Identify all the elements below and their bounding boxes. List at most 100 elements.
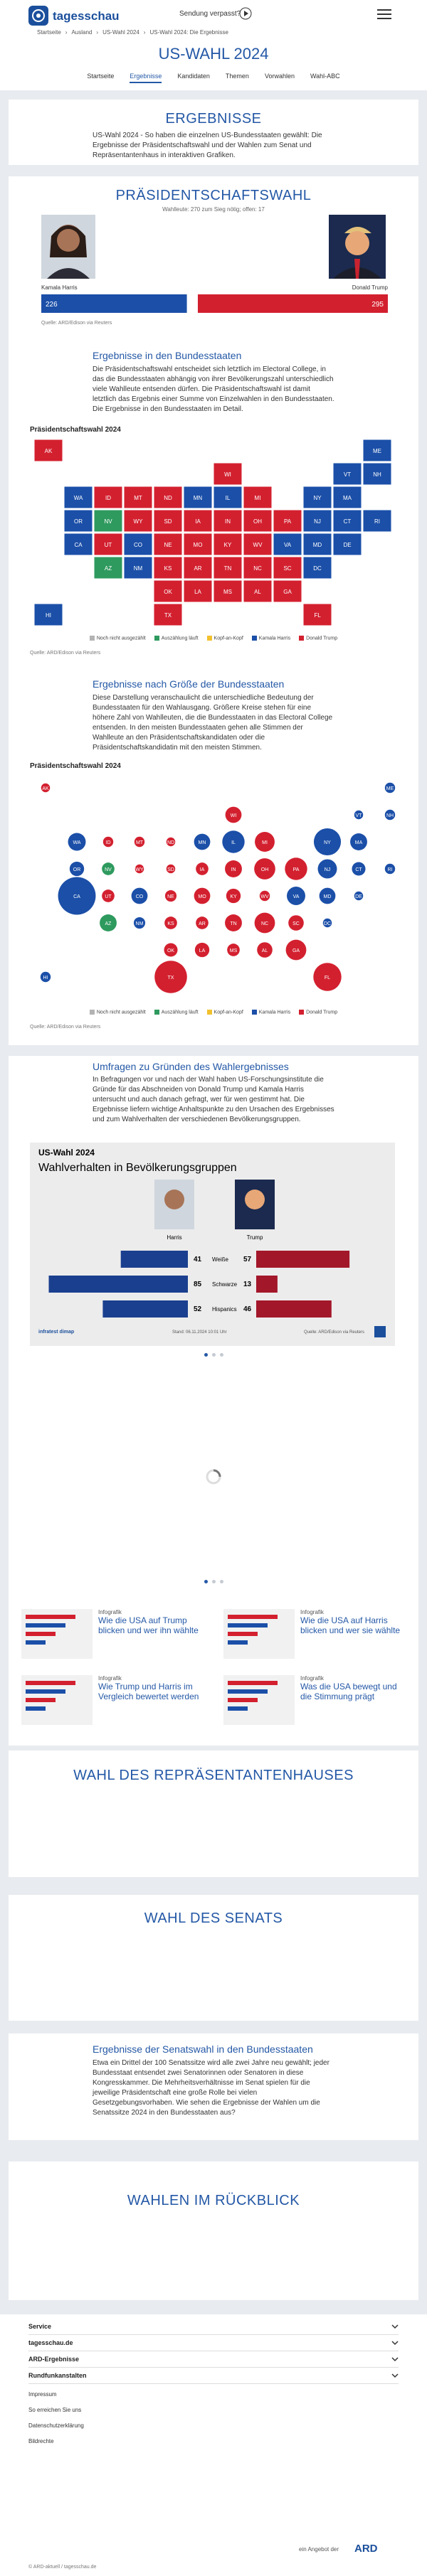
- state-bubble[interactable]: [226, 888, 241, 904]
- state-bubble[interactable]: [259, 890, 270, 902]
- footer-link[interactable]: Bildrechte: [28, 2438, 54, 2444]
- state-tile[interactable]: [153, 556, 183, 579]
- state-tile[interactable]: [183, 486, 213, 509]
- state-tile[interactable]: [93, 509, 123, 533]
- state-tile[interactable]: [302, 509, 332, 533]
- state-tile[interactable]: [273, 579, 302, 603]
- state-bubble[interactable]: [134, 836, 145, 848]
- state-tile[interactable]: [183, 579, 213, 603]
- nav-item[interactable]: Startseite: [87, 73, 115, 80]
- state-tile[interactable]: [123, 509, 153, 533]
- state-bubble[interactable]: [313, 828, 342, 856]
- state-tile[interactable]: [213, 462, 243, 486]
- missed-link[interactable]: Sendung verpasst?: [179, 10, 241, 18]
- state-bubble[interactable]: [313, 963, 342, 991]
- state-bubble[interactable]: [166, 837, 176, 847]
- state-tile[interactable]: [153, 603, 183, 626]
- logo[interactable]: tagesschau: [53, 9, 120, 23]
- ard-logo[interactable]: ARD: [354, 2543, 378, 2555]
- state-bubble[interactable]: [319, 887, 336, 904]
- state-tile[interactable]: [243, 533, 273, 556]
- state-tile[interactable]: [213, 579, 243, 603]
- footer-menu[interactable]: tagesschau.de: [28, 2335, 399, 2351]
- state-tile[interactable]: [183, 509, 213, 533]
- state-bubble[interactable]: [164, 943, 178, 957]
- state-tile[interactable]: [153, 509, 183, 533]
- carousel-dots[interactable]: [9, 1353, 418, 1357]
- state-tile[interactable]: [243, 509, 273, 533]
- nav-item[interactable]: Ergebnisse: [130, 73, 162, 83]
- state-bubble[interactable]: [154, 961, 187, 993]
- state-tile[interactable]: [273, 556, 302, 579]
- state-tile[interactable]: [63, 486, 93, 509]
- state-tile[interactable]: [123, 533, 153, 556]
- state-bubble[interactable]: [164, 916, 177, 929]
- state-tile[interactable]: [273, 533, 302, 556]
- state-tile[interactable]: [183, 533, 213, 556]
- play-icon[interactable]: [239, 7, 252, 20]
- footer-link[interactable]: Datenschutzerklärung: [28, 2422, 84, 2429]
- state-tile[interactable]: [362, 462, 392, 486]
- state-tile[interactable]: [302, 486, 332, 509]
- state-bubble[interactable]: [166, 864, 176, 874]
- state-bubble[interactable]: [354, 891, 364, 901]
- menu-icon[interactable]: [377, 9, 391, 20]
- state-bubble[interactable]: [58, 877, 96, 915]
- state-bubble[interactable]: [102, 836, 114, 848]
- state-bubble[interactable]: [225, 860, 242, 877]
- teaser[interactable]: Infografik Wie die USA auf Trump blicken …: [21, 1609, 206, 1670]
- state-tile[interactable]: [302, 556, 332, 579]
- state-tile[interactable]: [213, 509, 243, 533]
- state-bubble[interactable]: [227, 944, 240, 956]
- nav-item[interactable]: Vorwahlen: [264, 73, 295, 80]
- footer-menu[interactable]: Service: [28, 2319, 399, 2335]
- nav-item[interactable]: Themen: [225, 73, 249, 80]
- state-tile[interactable]: [153, 579, 183, 603]
- nav-item[interactable]: Kandidaten: [177, 73, 210, 80]
- state-tile[interactable]: [243, 579, 273, 603]
- crumb[interactable]: US-Wahl 2024: Die Ergebnisse: [149, 29, 228, 36]
- state-tile[interactable]: [33, 603, 63, 626]
- state-bubble[interactable]: [194, 833, 211, 850]
- state-bubble[interactable]: [257, 942, 273, 958]
- state-tile[interactable]: [63, 533, 93, 556]
- state-tile[interactable]: [123, 486, 153, 509]
- state-tile[interactable]: [213, 556, 243, 579]
- state-bubble[interactable]: [322, 918, 332, 928]
- crumb[interactable]: Startseite: [37, 29, 61, 36]
- state-bubble[interactable]: [384, 782, 396, 793]
- chevron[interactable]: [391, 2324, 399, 2329]
- state-bubble[interactable]: [194, 887, 211, 904]
- state-tile[interactable]: [183, 556, 213, 579]
- state-tile[interactable]: [63, 509, 93, 533]
- state-bubble[interactable]: [285, 857, 307, 880]
- state-bubble[interactable]: [354, 810, 364, 820]
- nav-item[interactable]: Wahl-ABC: [310, 73, 340, 80]
- state-bubble[interactable]: [285, 939, 307, 961]
- state-bubble[interactable]: [255, 832, 275, 852]
- carousel-dots[interactable]: [9, 1580, 418, 1583]
- state-tile[interactable]: [33, 439, 63, 462]
- logo-icon[interactable]: [28, 6, 48, 26]
- state-bubble[interactable]: [225, 914, 242, 931]
- footer-link[interactable]: Impressum: [28, 2391, 57, 2398]
- state-bubble[interactable]: [133, 916, 146, 929]
- teaser[interactable]: Infografik Was die USA bewegt und die Sti…: [223, 1675, 408, 1736]
- state-bubble[interactable]: [352, 862, 366, 876]
- state-tile[interactable]: [93, 533, 123, 556]
- state-bubble[interactable]: [131, 887, 148, 904]
- teaser[interactable]: Infografik Wie Trump und Harris im Vergle…: [21, 1675, 206, 1736]
- state-tile[interactable]: [302, 533, 332, 556]
- state-tile[interactable]: [93, 556, 123, 579]
- state-tile[interactable]: [243, 486, 273, 509]
- state-tile[interactable]: [243, 556, 273, 579]
- chevron[interactable]: [391, 2340, 399, 2346]
- state-bubble[interactable]: [102, 862, 115, 875]
- state-tile[interactable]: [273, 509, 302, 533]
- state-bubble[interactable]: [384, 863, 396, 875]
- state-bubble[interactable]: [40, 971, 51, 983]
- state-bubble[interactable]: [164, 889, 177, 902]
- state-bubble[interactable]: [135, 864, 144, 874]
- state-tile[interactable]: [302, 603, 332, 626]
- share-icon[interactable]: [374, 1326, 386, 1337]
